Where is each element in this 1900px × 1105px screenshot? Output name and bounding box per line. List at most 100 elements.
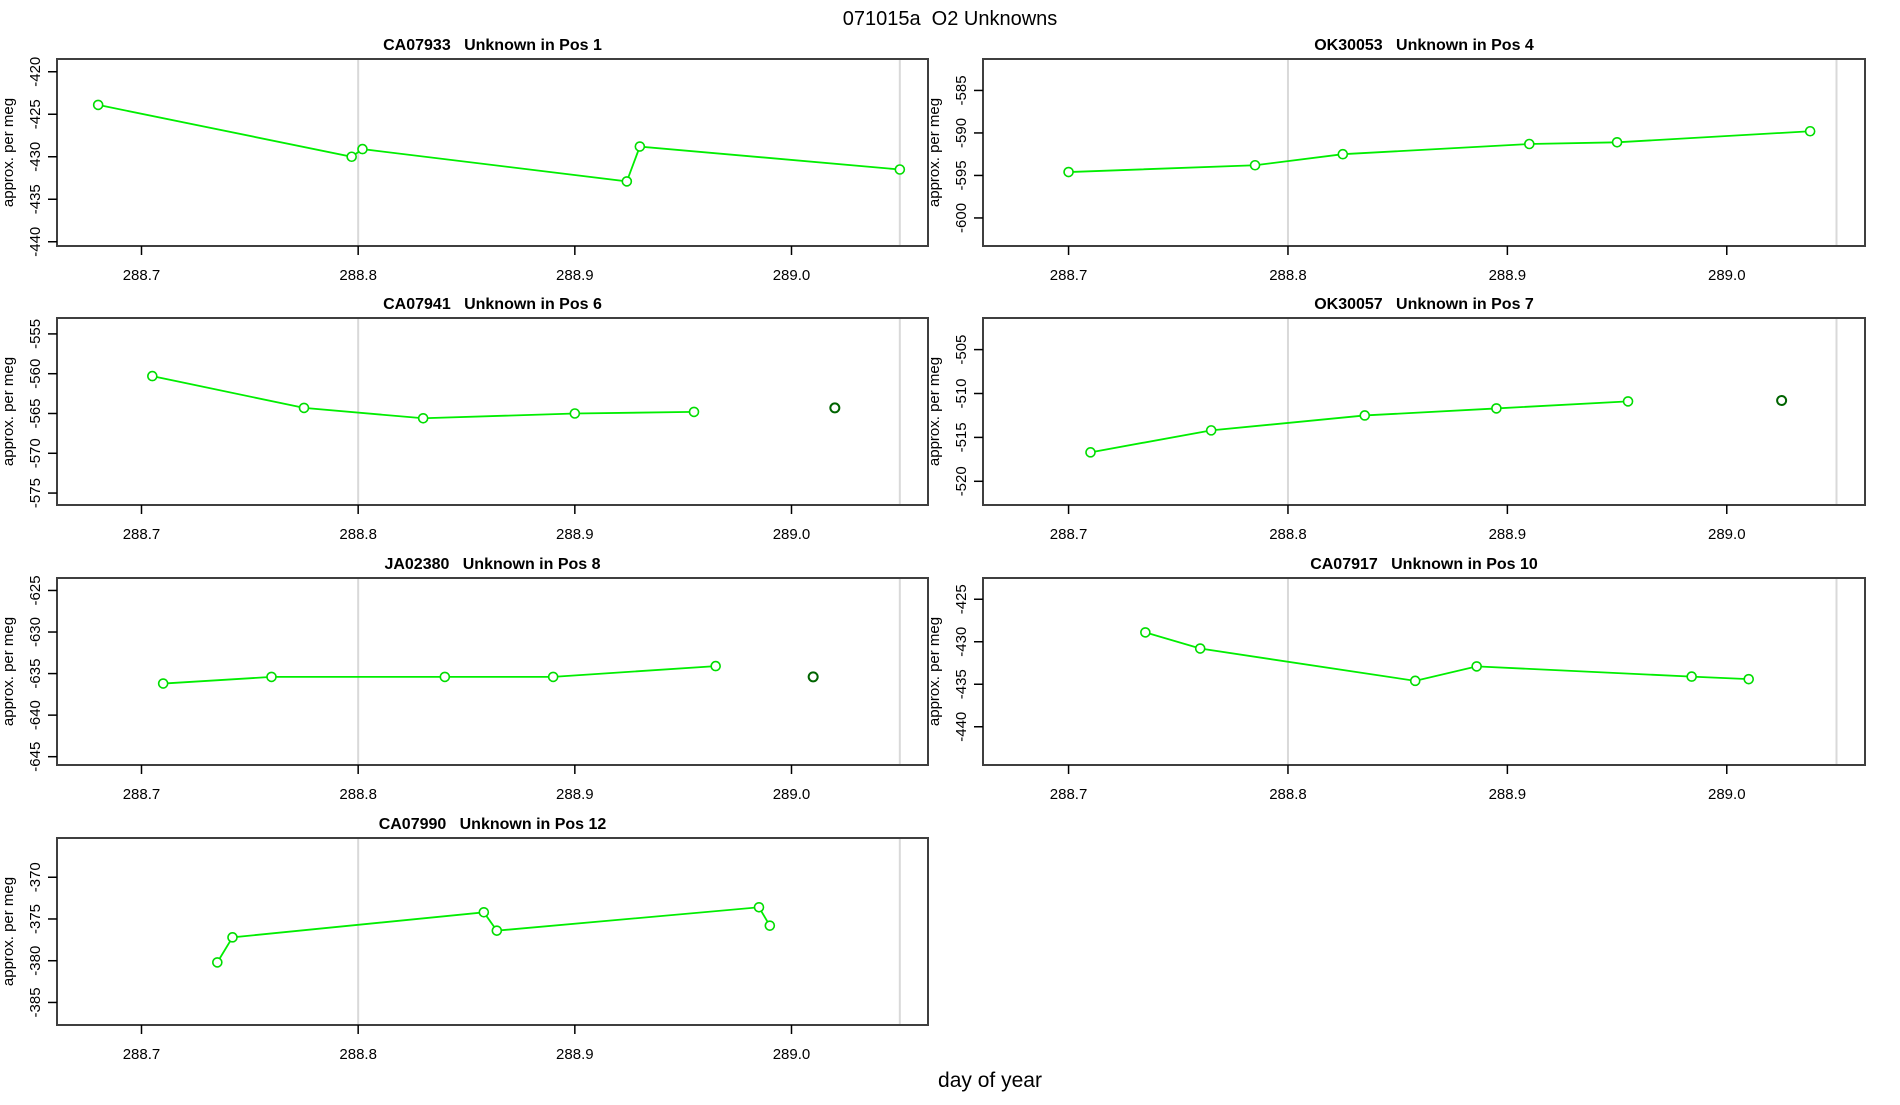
x-tick-label: 288.9 (1489, 526, 1527, 543)
y-tick-label: -515 (953, 422, 970, 452)
data-point (1085, 447, 1096, 458)
y-tick-label: -565 (27, 398, 44, 428)
x-tick-label: 289.0 (773, 786, 811, 803)
y-axis-label: approx. per meg (0, 357, 17, 466)
x-tick-label: 288.7 (123, 1046, 161, 1063)
x-tick-label: 289.0 (1708, 526, 1746, 543)
y-tick-label: -570 (27, 438, 44, 468)
data-point (1524, 138, 1535, 150)
x-tick-label: 288.9 (1489, 786, 1527, 803)
x-tick-label: 288.8 (339, 267, 377, 284)
y-tick-label: -385 (27, 987, 44, 1017)
isolated-data-point (1776, 395, 1788, 407)
data-point (298, 402, 310, 414)
x-tick-label: 288.7 (123, 526, 161, 543)
data-point (894, 164, 906, 175)
series-line (1068, 130, 1811, 173)
y-tick-label: -420 (27, 57, 44, 87)
y-tick-label: -380 (27, 946, 44, 976)
y-tick-label: -425 (27, 99, 44, 129)
data-point (1743, 673, 1755, 685)
y-tick-label: -640 (27, 700, 44, 730)
data-point (569, 408, 581, 419)
data-point (1686, 671, 1697, 682)
panel-CA07941: CA07941 Unknown in Pos 6 288.7 288.8 288.9 2… (0, 296, 929, 543)
panel-border (56, 577, 929, 766)
data-point (688, 406, 700, 418)
data-point (1491, 403, 1502, 414)
data-point (346, 151, 357, 163)
y-tick-label: -435 (953, 669, 970, 699)
panels-group: CA07933 Unknown in Pos 1 288.7 288.8 288.9 2… (0, 37, 1866, 1063)
y-axis-label: approx. per meg (926, 98, 943, 207)
data-point (1249, 159, 1261, 171)
x-tick-label: 288.7 (1050, 786, 1088, 803)
y-tick-label: -370 (27, 862, 44, 892)
y-tick-label: -630 (27, 617, 44, 647)
x-tick-label: 288.9 (556, 1046, 594, 1063)
data-point (1622, 396, 1634, 407)
x-tick-label: 288.9 (556, 786, 594, 803)
x-tick-label: 288.8 (339, 1046, 377, 1063)
isolated-data-point (807, 671, 819, 683)
panel-border (56, 317, 929, 506)
data-point (1063, 166, 1074, 178)
data-point (1194, 643, 1206, 654)
y-tick-label: -430 (953, 627, 970, 657)
x-tick-label: 288.8 (339, 526, 377, 543)
data-point (92, 99, 104, 111)
y-tick-label: -430 (27, 142, 44, 172)
data-point (1140, 627, 1151, 638)
y-tick-label: -635 (27, 659, 44, 689)
panel-OK30057: OK30057 Unknown in Pos 7 288.7 288.8 288.9 2… (926, 296, 1866, 543)
y-axis-label: approx. per meg (0, 98, 17, 207)
panel-CA07917: CA07917 Unknown in Pos 10 288.7 288.8 288.9… (926, 556, 1866, 803)
data-point (1205, 425, 1217, 436)
data-point (710, 660, 721, 672)
panel-CA07990: CA07990 Unknown in Pos 12 288.7 288.8 288.9… (0, 816, 929, 1063)
data-point (491, 925, 503, 936)
data-point (1471, 661, 1482, 672)
y-tick-label: -555 (27, 319, 44, 349)
y-axis-label: approx. per meg (0, 617, 17, 726)
series-line (1090, 400, 1629, 454)
x-tick-label: 289.0 (773, 267, 811, 284)
y-tick-label: -590 (953, 118, 970, 148)
y-tick-label: -625 (27, 575, 44, 605)
data-point (764, 920, 776, 931)
x-tick-label: 288.9 (556, 267, 594, 284)
x-tick-label: 288.8 (1269, 267, 1307, 284)
data-point (357, 143, 368, 155)
panel-title: JA02380 Unknown in Pos 8 (384, 556, 600, 573)
panel-title: CA07990 Unknown in Pos 12 (379, 816, 607, 833)
data-point (147, 370, 158, 382)
x-tick-label: 288.9 (556, 526, 594, 543)
data-point (1409, 675, 1421, 687)
panel-border (56, 837, 929, 1026)
data-point (1359, 410, 1371, 421)
y-tick-label: -595 (953, 160, 970, 190)
y-axis-label: approx. per meg (926, 617, 943, 726)
y-tick-label: -560 (27, 359, 44, 389)
panel-title: CA07917 Unknown in Pos 10 (1310, 556, 1538, 573)
data-point (621, 176, 633, 187)
y-tick-label: -435 (27, 184, 44, 214)
x-tick-label: 288.8 (1269, 786, 1307, 803)
y-tick-label: -425 (953, 584, 970, 614)
main-title: 071015a O2 Unknowns (843, 8, 1058, 30)
y-tick-label: -505 (953, 335, 970, 365)
data-point (753, 901, 765, 913)
data-point (1804, 125, 1816, 137)
y-axis-label: approx. per meg (926, 357, 943, 466)
x-tick-label: 288.8 (339, 786, 377, 803)
data-point (547, 671, 559, 683)
panel-CA07933: CA07933 Unknown in Pos 1 288.7 288.8 288.9 2… (0, 37, 929, 284)
y-tick-label: -375 (27, 904, 44, 934)
x-tick-label: 288.8 (1269, 526, 1307, 543)
x-tick-label: 288.7 (1050, 267, 1088, 284)
y-tick-label: -645 (27, 742, 44, 772)
panel-JA02380: JA02380 Unknown in Pos 8 288.7 288.8 288.9 2… (0, 556, 929, 803)
data-point (157, 678, 169, 689)
